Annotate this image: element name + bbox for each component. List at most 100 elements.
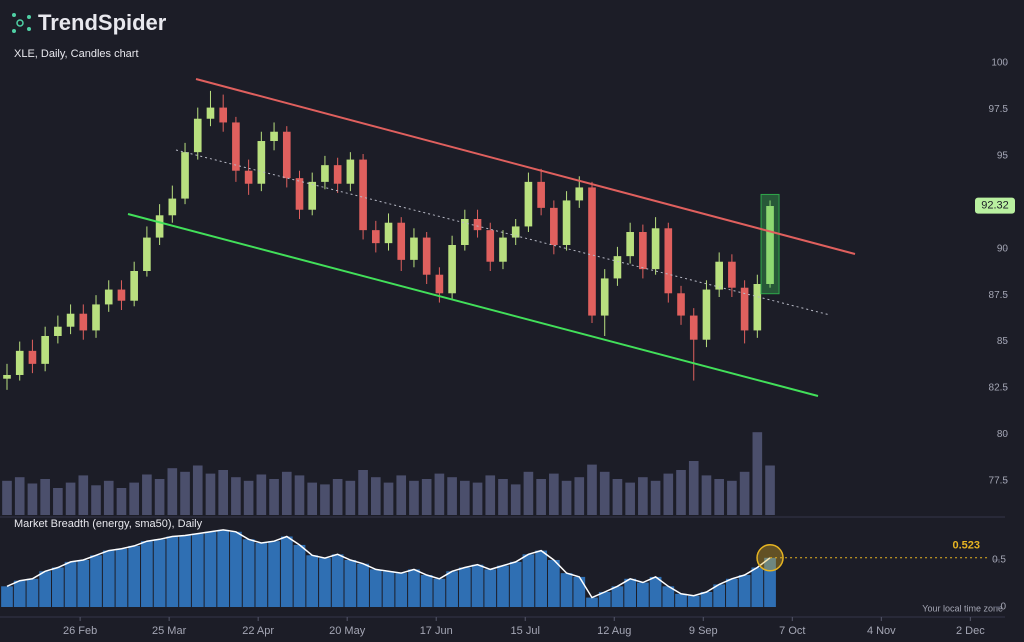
volume-bar	[701, 475, 712, 515]
candle-body	[282, 131, 291, 179]
volume-bar	[103, 480, 114, 515]
candle-body	[588, 187, 596, 316]
breadth-bar	[738, 575, 751, 607]
y-tick-label: 0.5	[992, 555, 1006, 566]
breadth-bar	[611, 586, 624, 607]
candle-body	[715, 261, 723, 290]
last-value-marker	[756, 544, 784, 572]
volume-bar	[142, 474, 152, 515]
candle-body	[486, 230, 495, 262]
volume-bar	[638, 477, 648, 515]
volume-bar	[663, 473, 674, 515]
volume-bar	[27, 483, 38, 515]
volume-bar	[192, 465, 203, 515]
candle-body	[321, 165, 329, 182]
volume-bar	[14, 477, 25, 515]
breadth-bar	[675, 593, 687, 607]
candle-body	[626, 232, 634, 257]
candle-body	[308, 181, 317, 210]
x-tick-label: 9 Sep	[689, 625, 718, 637]
breadth-bar	[598, 591, 611, 607]
logo	[12, 13, 31, 33]
candle-body	[511, 226, 520, 238]
volume-bar	[154, 479, 165, 515]
candle-body	[677, 293, 685, 316]
candle-body	[384, 222, 393, 244]
volume-bar	[421, 479, 432, 515]
candle-body	[295, 178, 304, 210]
breadth-bar	[471, 564, 484, 607]
volume-bar	[2, 480, 12, 515]
volume-bar	[78, 475, 89, 515]
candle-body	[435, 274, 444, 294]
candle-body	[664, 228, 673, 294]
candle-body	[3, 374, 11, 379]
volume-bar	[625, 482, 635, 515]
candle-body	[257, 141, 266, 184]
breadth-bar	[319, 558, 331, 607]
candle-body	[54, 326, 62, 336]
volume-bar	[561, 480, 572, 515]
volume-bar	[574, 477, 585, 515]
y-tick-label: 90	[997, 243, 1009, 254]
volume-bar	[307, 482, 318, 515]
breadth-bar	[700, 591, 713, 607]
x-tick-label: 20 May	[329, 625, 366, 637]
breadth-bar	[509, 561, 522, 607]
breadth-bar	[344, 559, 357, 607]
indicator-title: Market Breadth (energy, sma50), Daily	[14, 518, 203, 530]
x-tick-label: 4 Nov	[867, 625, 896, 637]
price-layer	[3, 90, 780, 390]
volume-bar	[536, 479, 546, 515]
candle-body	[575, 187, 584, 201]
breadth-bar	[268, 541, 280, 607]
y-tick-label: 87.5	[989, 290, 1009, 301]
candle-body	[651, 228, 660, 270]
candle-body	[168, 198, 177, 216]
breadth-bar	[331, 554, 344, 607]
candle-body	[346, 159, 355, 184]
candle-body	[600, 278, 609, 316]
support-trendline	[127, 213, 819, 397]
breadth-bar	[230, 531, 242, 607]
x-tick-label: 12 Aug	[597, 625, 631, 637]
x-tick-label: 22 Apr	[242, 625, 274, 637]
y-tick-label: 77.5	[989, 475, 1009, 486]
breadth-bar	[547, 559, 560, 607]
breadth-bar	[39, 571, 52, 607]
candle-body	[219, 107, 228, 123]
candle-body	[359, 159, 367, 231]
breadth-bar	[382, 571, 395, 607]
breadth-bar	[586, 597, 598, 607]
breadth-bar	[179, 535, 191, 607]
breadth-bar	[102, 550, 115, 607]
breadth-bar	[484, 569, 497, 607]
x-tick-label: 26 Feb	[63, 625, 97, 637]
breadth-bar	[637, 582, 649, 607]
breadth-bar	[128, 545, 141, 607]
breadth-bar	[217, 529, 230, 607]
volume-bar	[587, 464, 597, 515]
candle-body	[66, 313, 75, 327]
chart-title: XLE, Daily, Candles chart	[14, 48, 139, 60]
volume-bar	[472, 482, 483, 515]
breadth-bar	[573, 576, 586, 607]
volume-bar	[320, 484, 330, 515]
volume-bar	[676, 470, 686, 515]
candle-body	[562, 200, 571, 246]
candle-body	[270, 131, 278, 142]
volume-bar	[345, 480, 356, 515]
breadth-bar	[77, 559, 90, 607]
volume-bar	[269, 479, 279, 515]
volume-bar	[167, 468, 178, 515]
breadth-bar	[26, 578, 39, 607]
y-tick-label: 85	[997, 336, 1009, 347]
volume-bar	[523, 471, 534, 515]
breadth-bar	[420, 575, 433, 607]
x-tick-label: 25 Mar	[152, 625, 187, 637]
volume-bar	[358, 470, 368, 515]
candle-body	[422, 237, 431, 275]
volume-bar	[294, 475, 305, 515]
candle-body	[550, 207, 558, 246]
breadth-line	[6, 529, 771, 599]
